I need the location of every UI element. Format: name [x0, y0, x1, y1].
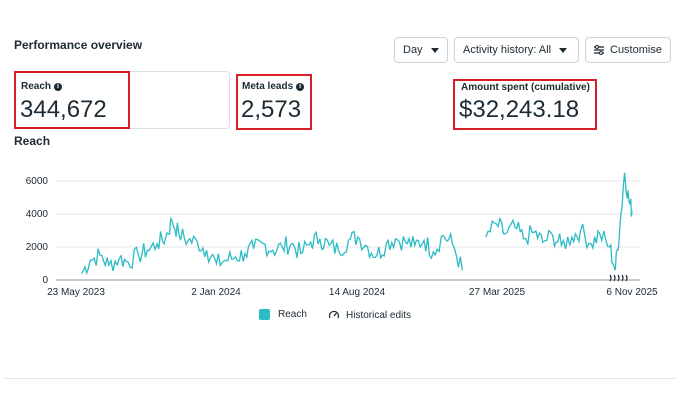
activity-history-label: Activity history: All — [463, 44, 552, 56]
y-tick-label: 2000 — [26, 242, 49, 253]
chart-grid — [56, 180, 640, 281]
legend-reach-swatch — [259, 309, 270, 320]
performance-panel — [4, 16, 676, 379]
amount-spent-highlight — [453, 79, 597, 130]
day-dropdown-label: Day — [403, 44, 423, 56]
chevron-down-icon — [430, 47, 439, 53]
reach-label: Reach i — [21, 81, 63, 92]
legend-reach-label: Reach — [278, 309, 307, 320]
reach-value: 344,672 — [20, 96, 107, 123]
customise-label: Customise — [610, 44, 662, 56]
x-tick-label: 6 Nov 2025 — [606, 287, 658, 298]
customise-button[interactable]: Customise — [585, 37, 671, 63]
y-tick-label: 6000 — [26, 176, 49, 187]
legend-reach[interactable]: Reach — [259, 309, 307, 320]
y-tick-label: 0 — [42, 275, 48, 286]
panel-title: Performance overview — [14, 38, 143, 52]
reach-highlight — [14, 71, 130, 129]
y-axis: 0 2000 4000 6000 — [26, 176, 49, 286]
legend-edits-label: Historical edits — [346, 309, 412, 321]
chart-section-title: Reach — [14, 134, 51, 148]
info-icon: i — [54, 83, 63, 91]
amount-spent-label: Amount spent (cumulative) — [461, 82, 590, 93]
x-tick-label: 23 May 2023 — [47, 287, 105, 298]
activity-history-dropdown[interactable]: Activity history: All — [454, 37, 579, 63]
x-tick-label: 27 Mar 2025 — [469, 287, 526, 298]
historical-edit-marker — [617, 274, 620, 282]
amount-spent-value: $32,243.18 — [459, 96, 580, 123]
meta-leads-value: 2,573 — [241, 96, 302, 123]
historical-edits-icon — [328, 310, 340, 319]
x-axis: 23 May 2023 2 Jan 2024 14 Aug 2024 27 Mar 2… — [47, 287, 658, 298]
chevron-down-icon — [559, 47, 568, 53]
day-dropdown[interactable]: Day — [394, 37, 448, 63]
historical-edit-marker — [613, 274, 616, 282]
info-icon: i — [296, 83, 305, 91]
y-tick-label: 4000 — [26, 209, 49, 220]
x-tick-label: 14 Aug 2024 — [329, 287, 386, 298]
historical-edit-marker — [625, 274, 628, 282]
x-tick-label: 2 Jan 2024 — [191, 287, 241, 298]
historical-edit-marker — [621, 274, 624, 282]
reach-series-line — [81, 172, 633, 276]
meta-leads-label: Meta leads i — [242, 81, 305, 92]
meta-leads-highlight — [236, 74, 312, 130]
legend-historical-edits[interactable]: Historical edits — [328, 309, 411, 321]
historical-edit-markers — [609, 274, 628, 282]
customise-icon — [594, 45, 604, 55]
historical-edit-marker — [609, 274, 612, 282]
